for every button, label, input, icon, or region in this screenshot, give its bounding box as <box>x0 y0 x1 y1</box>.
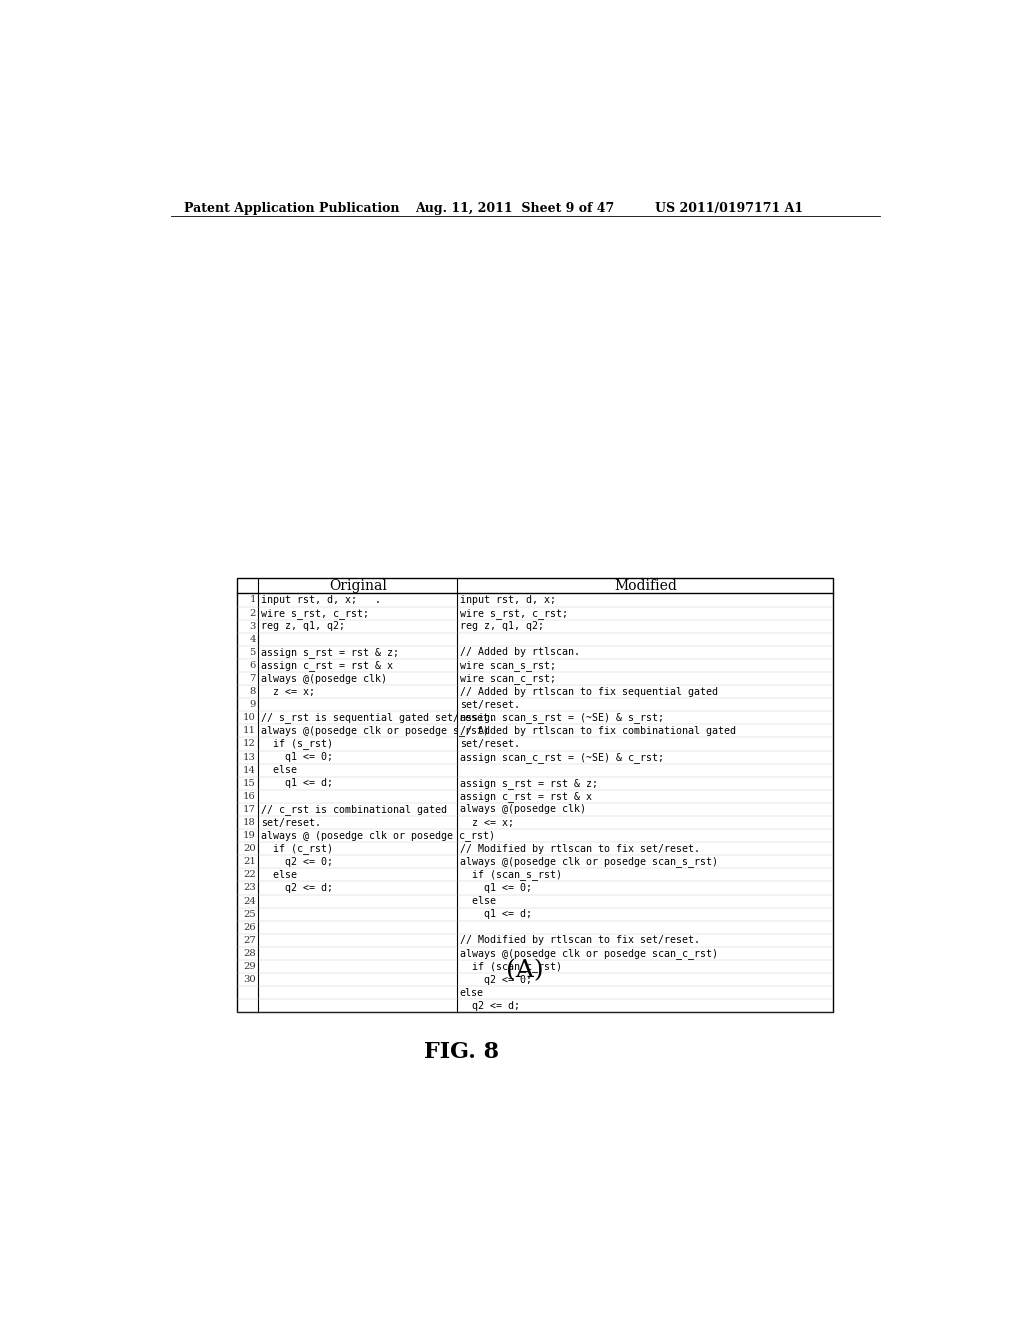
Text: 10: 10 <box>243 713 256 722</box>
Text: 8: 8 <box>250 688 256 696</box>
Text: assign s_rst = rst & z;: assign s_rst = rst & z; <box>260 647 398 657</box>
Text: 16: 16 <box>243 792 256 801</box>
Text: 18: 18 <box>243 818 256 828</box>
Text: if (scan_s_rst): if (scan_s_rst) <box>460 870 562 880</box>
Text: if (scan_c_rst): if (scan_c_rst) <box>460 961 562 972</box>
Text: 6: 6 <box>250 661 256 671</box>
Text: 1: 1 <box>250 595 256 605</box>
Text: else: else <box>460 987 483 998</box>
Text: 14: 14 <box>243 766 256 775</box>
Text: 25: 25 <box>243 909 256 919</box>
Text: 30: 30 <box>243 975 256 985</box>
Text: 21: 21 <box>243 857 256 866</box>
Text: FIG. 8: FIG. 8 <box>424 1040 499 1063</box>
Text: Aug. 11, 2011  Sheet 9 of 47: Aug. 11, 2011 Sheet 9 of 47 <box>415 202 614 215</box>
Text: // Modified by rtlscan to fix set/reset.: // Modified by rtlscan to fix set/reset. <box>460 936 699 945</box>
Text: // c_rst is combinational gated: // c_rst is combinational gated <box>260 804 446 814</box>
Text: // Added by rtlscan to fix combinational gated: // Added by rtlscan to fix combinational… <box>460 726 735 735</box>
Text: (A): (A) <box>506 960 544 982</box>
Text: q1 <= d;: q1 <= d; <box>460 909 531 919</box>
Text: Patent Application Publication: Patent Application Publication <box>183 202 399 215</box>
Text: wire s_rst, c_rst;: wire s_rst, c_rst; <box>260 607 369 619</box>
Text: assign scan_c_rst = (~SE) & c_rst;: assign scan_c_rst = (~SE) & c_rst; <box>460 751 664 763</box>
Text: 27: 27 <box>243 936 256 945</box>
Text: set/reset.: set/reset. <box>460 700 520 710</box>
Text: // Modified by rtlscan to fix set/reset.: // Modified by rtlscan to fix set/reset. <box>460 843 699 854</box>
Text: assign c_rst = rst & x: assign c_rst = rst & x <box>260 660 392 671</box>
Text: else: else <box>260 766 297 775</box>
Text: z <= x;: z <= x; <box>260 686 314 697</box>
Text: always @ (posedge clk or posedge c_rst): always @ (posedge clk or posedge c_rst) <box>260 830 495 841</box>
Text: q1 <= d;: q1 <= d; <box>260 779 333 788</box>
Text: 23: 23 <box>243 883 256 892</box>
Bar <box>237 578 834 1012</box>
Text: set/reset.: set/reset. <box>460 739 520 748</box>
Text: wire scan_s_rst;: wire scan_s_rst; <box>460 660 556 671</box>
Text: 11: 11 <box>243 726 256 735</box>
Text: else: else <box>260 870 297 880</box>
Text: 7: 7 <box>250 675 256 682</box>
Text: 2: 2 <box>250 609 256 618</box>
Text: reg z, q1, q2;: reg z, q1, q2; <box>260 622 344 631</box>
Text: always @(posedge clk or posedge scan_s_rst): always @(posedge clk or posedge scan_s_r… <box>460 857 718 867</box>
Text: Modified: Modified <box>613 578 677 593</box>
Text: assign c_rst = rst & x: assign c_rst = rst & x <box>460 791 592 801</box>
Text: set/reset.: set/reset. <box>260 817 321 828</box>
Text: 12: 12 <box>243 739 256 748</box>
Text: 29: 29 <box>243 962 256 972</box>
Text: input rst, d, x;   .: input rst, d, x; . <box>260 595 381 605</box>
Text: 9: 9 <box>250 700 256 709</box>
Text: 19: 19 <box>243 832 256 840</box>
Text: always @(posedge clk): always @(posedge clk) <box>460 804 586 814</box>
Text: 24: 24 <box>243 896 256 906</box>
Text: q2 <= d;: q2 <= d; <box>460 1001 520 1011</box>
Text: 15: 15 <box>243 779 256 788</box>
Text: 13: 13 <box>243 752 256 762</box>
Text: 3: 3 <box>250 622 256 631</box>
Text: // Added by rtlscan to fix sequential gated: // Added by rtlscan to fix sequential ga… <box>460 686 718 697</box>
Text: // s_rst is sequential gated set/reset.: // s_rst is sequential gated set/reset. <box>260 713 495 723</box>
Text: q2 <= d;: q2 <= d; <box>260 883 333 892</box>
Text: if (s_rst): if (s_rst) <box>260 738 333 750</box>
Text: 26: 26 <box>244 923 256 932</box>
Text: if (c_rst): if (c_rst) <box>260 843 333 854</box>
Text: // Added by rtlscan.: // Added by rtlscan. <box>460 647 580 657</box>
Text: q1 <= 0;: q1 <= 0; <box>460 883 531 892</box>
Text: z <= x;: z <= x; <box>460 817 514 828</box>
Text: always @(posedge clk or posedge scan_c_rst): always @(posedge clk or posedge scan_c_r… <box>460 948 718 958</box>
Text: q2 <= 0;: q2 <= 0; <box>460 974 531 985</box>
Text: Original: Original <box>329 578 387 593</box>
Text: 4: 4 <box>250 635 256 644</box>
Text: 5: 5 <box>250 648 256 657</box>
Text: q2 <= 0;: q2 <= 0; <box>260 857 333 867</box>
Text: 20: 20 <box>243 845 256 853</box>
Text: 22: 22 <box>243 870 256 879</box>
Text: else: else <box>460 896 496 906</box>
Text: wire s_rst, c_rst;: wire s_rst, c_rst; <box>460 607 567 619</box>
Text: reg z, q1, q2;: reg z, q1, q2; <box>460 622 544 631</box>
Text: assign scan_s_rst = (~SE) & s_rst;: assign scan_s_rst = (~SE) & s_rst; <box>460 713 664 723</box>
Text: US 2011/0197171 A1: US 2011/0197171 A1 <box>655 202 803 215</box>
Text: always @(posedge clk or posedge s_rst): always @(posedge clk or posedge s_rst) <box>260 726 488 737</box>
Text: wire scan_c_rst;: wire scan_c_rst; <box>460 673 556 684</box>
Text: 28: 28 <box>243 949 256 958</box>
Text: assign s_rst = rst & z;: assign s_rst = rst & z; <box>460 777 598 789</box>
Text: 17: 17 <box>243 805 256 814</box>
Text: always @(posedge clk): always @(posedge clk) <box>260 673 386 684</box>
Text: input rst, d, x;: input rst, d, x; <box>460 595 556 605</box>
Text: q1 <= 0;: q1 <= 0; <box>260 752 333 762</box>
